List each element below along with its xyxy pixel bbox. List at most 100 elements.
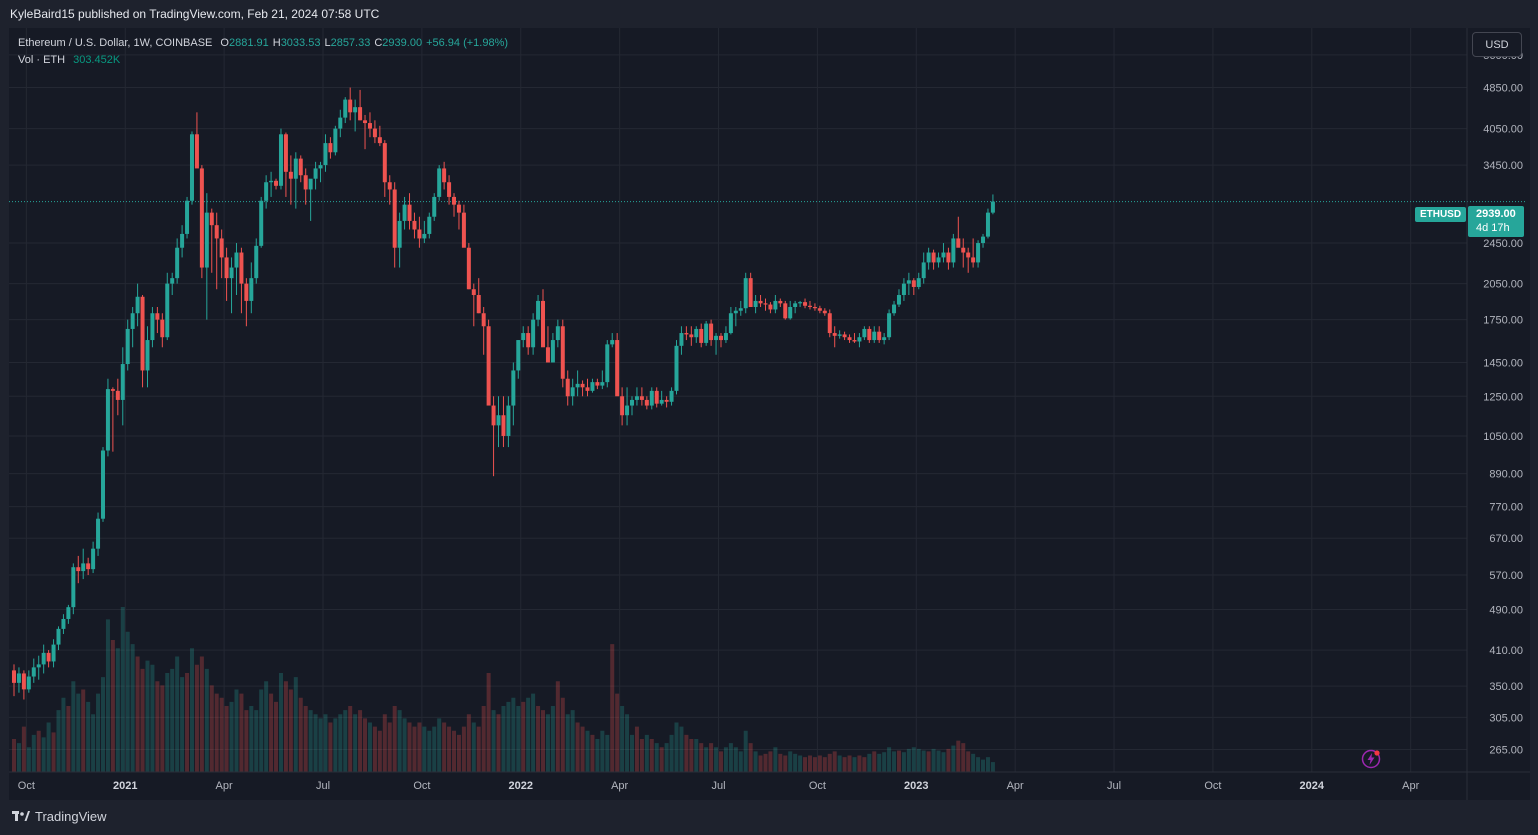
candle-body: [283, 134, 288, 172]
volume-bar: [318, 718, 323, 772]
candle-body: [481, 313, 486, 327]
volume-bar: [709, 743, 714, 772]
volume-bar: [496, 714, 501, 772]
volume-bar: [481, 706, 486, 772]
candle-body: [842, 334, 847, 338]
volume-bar: [882, 752, 887, 772]
volume-bar: [61, 697, 66, 772]
volume-bar: [911, 747, 916, 772]
volume-bar: [461, 726, 466, 772]
price-tick-label: 350.00: [1489, 681, 1523, 693]
candle-body: [738, 308, 743, 311]
volume-bar: [407, 722, 412, 772]
volume-bar: [990, 762, 995, 772]
candle-body: [664, 399, 669, 402]
candle-body: [709, 323, 714, 341]
lightning-alert-icon[interactable]: [1361, 749, 1381, 769]
volume-bar: [545, 714, 550, 772]
volume-bar: [105, 619, 110, 772]
low-label: L: [324, 37, 331, 49]
candle-body: [165, 283, 170, 338]
volume-bar: [86, 701, 91, 772]
price-tick-label: 305.00: [1489, 712, 1523, 724]
volume-bar: [669, 734, 674, 772]
volume-bar: [758, 755, 763, 772]
candle-body: [402, 204, 407, 221]
volume-bar: [788, 751, 793, 772]
volume-bar: [738, 751, 743, 772]
candle-body: [911, 280, 916, 287]
volume-bar: [971, 753, 976, 772]
tradingview-logo[interactable]: TradingView: [12, 809, 107, 824]
candle-body: [180, 233, 185, 248]
candle-body: [442, 168, 447, 183]
candle-body: [521, 333, 526, 341]
volume-bar: [565, 714, 570, 772]
volume-bar: [189, 648, 194, 772]
volume-bar: [91, 714, 96, 772]
low-value: 2857.33: [330, 37, 371, 49]
volume-bar: [699, 743, 704, 772]
candle-body: [412, 220, 417, 230]
candle-body: [432, 196, 437, 217]
candle-body: [491, 405, 496, 426]
price-chart[interactable]: 5600.004850.004050.003450.002450.002050.…: [9, 28, 1530, 800]
volume-bar: [303, 706, 308, 772]
candle-body: [778, 300, 783, 304]
candle-body: [204, 212, 209, 268]
volume-bar: [580, 726, 585, 772]
volume-value: 303.452K: [73, 54, 121, 66]
volume-bar: [343, 710, 348, 772]
candle-body: [333, 128, 338, 153]
volume-bar: [26, 747, 31, 772]
volume-bar: [71, 681, 76, 772]
candle-body: [976, 243, 981, 263]
volume-bar: [817, 755, 822, 772]
volume-bar: [16, 743, 21, 772]
chart-legend: Ethereum / U.S. Dollar, 1W, COINBASE O28…: [18, 35, 508, 69]
candle-body: [798, 302, 803, 304]
volume-bar: [323, 714, 328, 772]
candle-body: [590, 382, 595, 391]
volume-bar: [76, 693, 81, 772]
candle-body: [160, 319, 165, 338]
volume-bar: [560, 697, 565, 772]
candle-body: [807, 305, 812, 307]
candle-body: [718, 335, 723, 341]
volume-bar: [916, 748, 921, 772]
volume-bar: [298, 697, 303, 772]
candle-body: [516, 340, 521, 371]
candle-body: [110, 389, 115, 391]
volume-bar: [901, 752, 906, 772]
currency-button[interactable]: USD: [1472, 32, 1522, 57]
chart-area[interactable]: 5600.004850.004050.003450.002450.002050.…: [9, 28, 1530, 800]
candle-body: [961, 247, 966, 253]
candle-body: [674, 345, 679, 391]
candle-body: [550, 340, 555, 363]
volume-bar: [536, 706, 541, 772]
candle-body: [486, 326, 491, 406]
candle-body: [531, 319, 536, 348]
candle-body: [298, 158, 303, 176]
candle-body: [817, 308, 822, 311]
candle-body: [456, 204, 461, 213]
volume-bar: [338, 714, 343, 772]
candle-body: [916, 278, 921, 287]
candle-body: [31, 667, 36, 677]
candle-body: [852, 340, 857, 342]
candle-body: [887, 313, 892, 338]
candle-body: [56, 628, 61, 645]
price-tick-label: 2450.00: [1483, 238, 1523, 250]
candle-body: [580, 383, 585, 388]
candle-body: [921, 262, 926, 279]
volume-bar: [585, 730, 590, 772]
volume-bar: [274, 701, 279, 772]
publisher-header: KyleBaird15 published on TradingView.com…: [0, 0, 1538, 28]
candle-body: [877, 331, 882, 341]
time-tick-label: Jul: [1107, 780, 1121, 792]
candle-body: [422, 233, 427, 239]
volume-bar: [264, 681, 269, 772]
candle-body: [689, 334, 694, 338]
volume-bar: [956, 740, 961, 772]
volume-bar: [31, 734, 36, 772]
